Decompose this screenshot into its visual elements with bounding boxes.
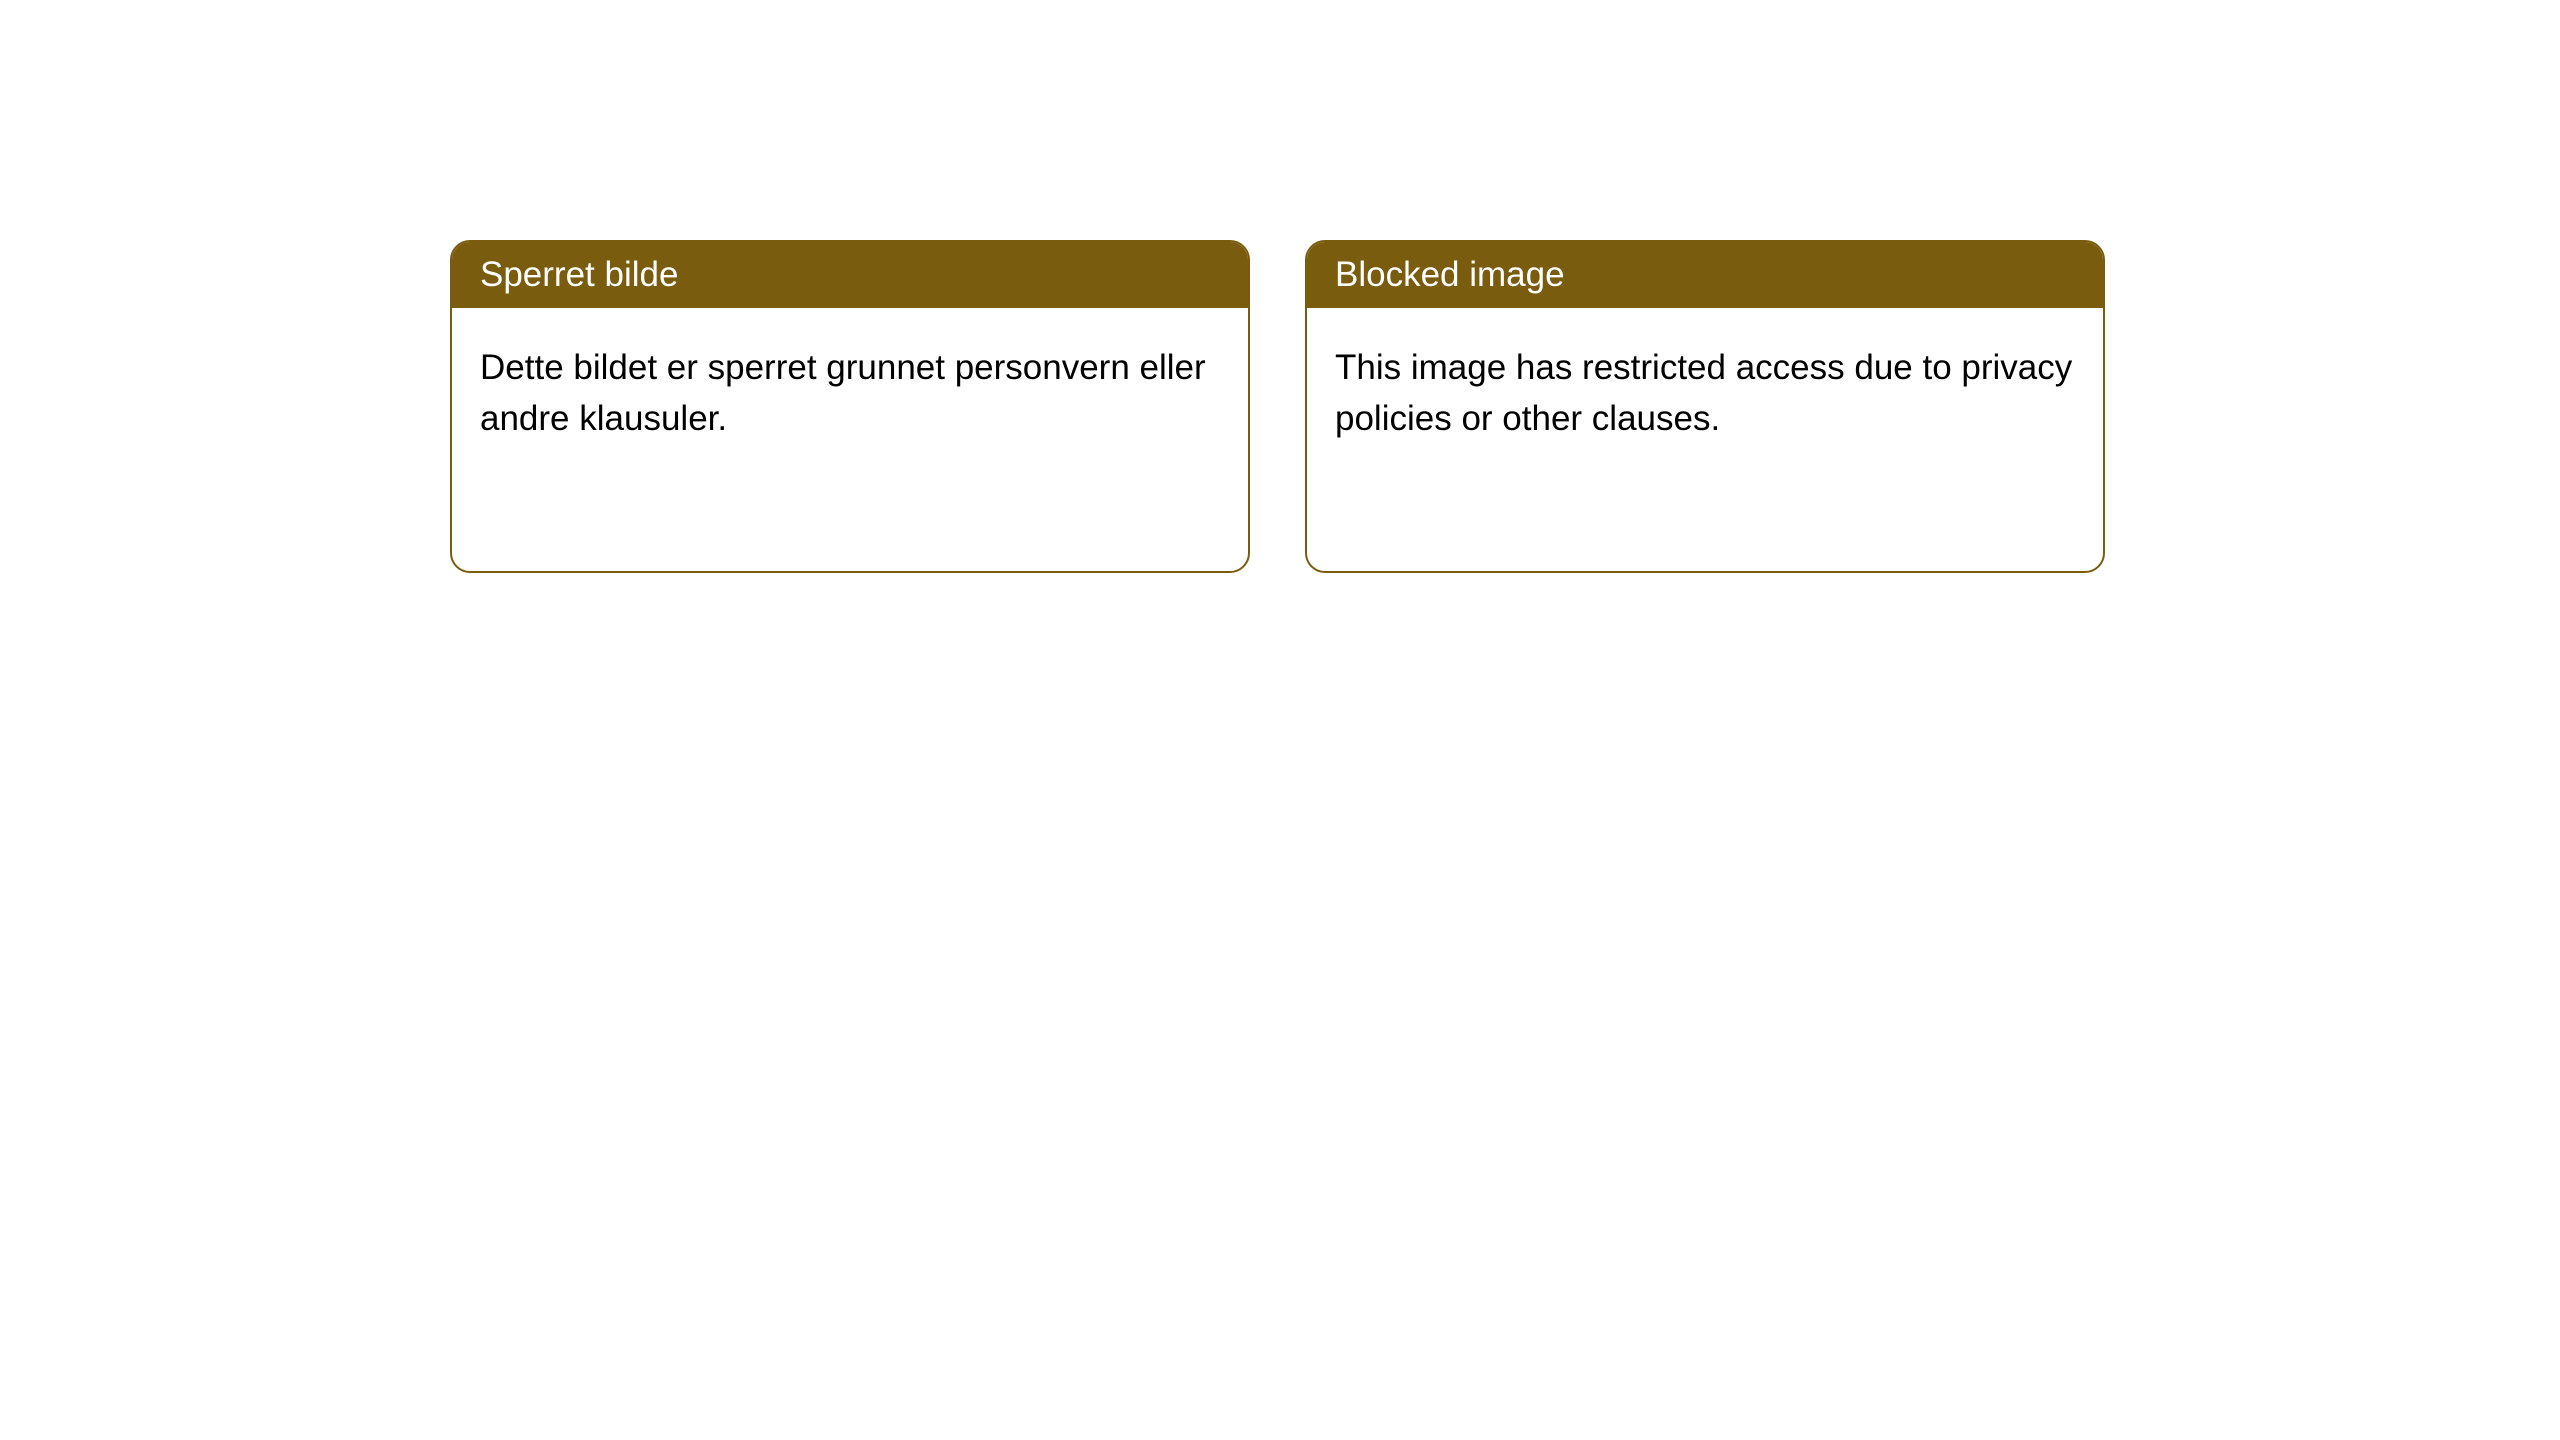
notice-header-no: Sperret bilde: [452, 242, 1248, 308]
notice-card-no: Sperret bilde Dette bildet er sperret gr…: [450, 240, 1250, 573]
notice-body-no: Dette bildet er sperret grunnet personve…: [452, 308, 1248, 480]
notice-container: Sperret bilde Dette bildet er sperret gr…: [0, 0, 2560, 573]
notice-header-en: Blocked image: [1307, 242, 2103, 308]
notice-body-en: This image has restricted access due to …: [1307, 308, 2103, 480]
notice-card-en: Blocked image This image has restricted …: [1305, 240, 2105, 573]
